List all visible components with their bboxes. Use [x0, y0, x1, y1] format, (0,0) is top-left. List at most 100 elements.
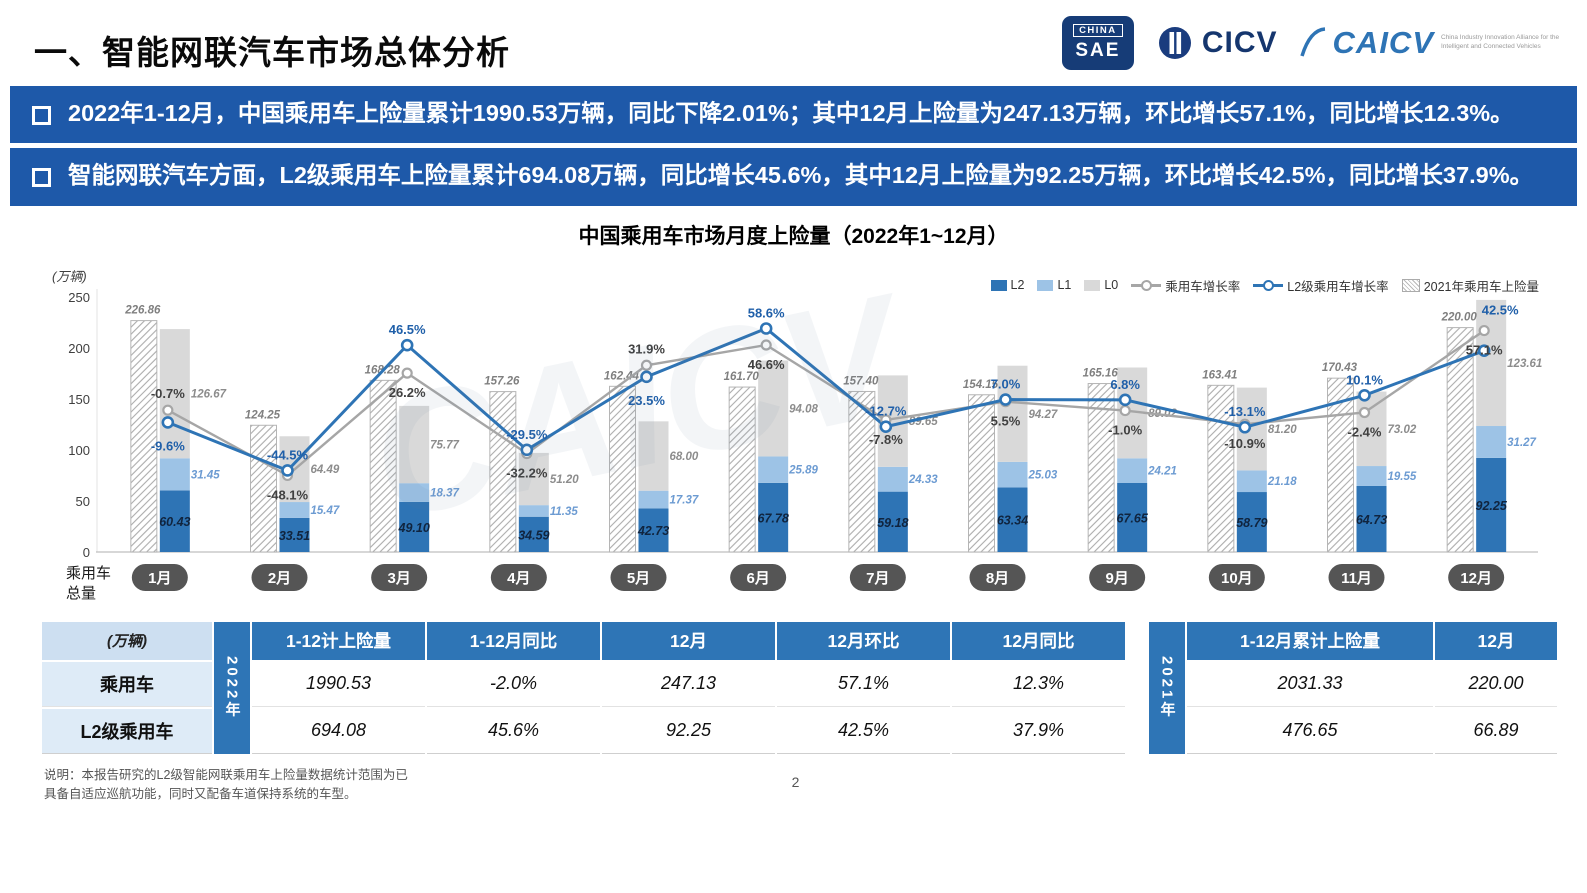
svg-text:4月: 4月 [507, 570, 530, 587]
china-sae-logo: CHINA SAE [1061, 16, 1134, 70]
chart-legend: L2 L1 L0 乘用车增长率 L2级乘用车增长率 2021年乘用车上险量 [990, 276, 1539, 295]
svg-text:6.8%: 6.8% [1110, 377, 1140, 392]
table-2021-year-strip: 2021年 [1149, 621, 1185, 754]
svg-text:226.86: 226.86 [124, 304, 161, 316]
marker-l2-growth [281, 463, 294, 477]
table-2022-cell: 247.13 [602, 661, 775, 707]
svg-text:19.55: 19.55 [1388, 471, 1417, 483]
table-2022-cell: 37.9% [952, 708, 1125, 754]
svg-text:0: 0 [83, 545, 90, 560]
svg-text:220.00: 220.00 [1441, 311, 1478, 323]
bar-l2 [159, 490, 190, 552]
svg-text:67.78: 67.78 [758, 511, 789, 525]
legend-label: 2021年乘用车上险量 [1423, 279, 1539, 294]
svg-text:162.44: 162.44 [604, 370, 640, 382]
caicv-logo: CAICV China Industry Innovation Alliance… [1299, 25, 1561, 61]
table-2021-cell: 66.89 [1435, 708, 1557, 754]
svg-text:64.73: 64.73 [1356, 513, 1387, 527]
footnote: 说明：本报告研究的L2级智能网联乘用车上险量数据统计范围为已 具备自适应巡航功能… [44, 767, 408, 802]
legend-bar-swatch [990, 279, 1007, 291]
bar-2021 [968, 393, 995, 553]
svg-text:124.25: 124.25 [245, 409, 281, 421]
bar-2021 [1327, 377, 1354, 553]
svg-text:157.40: 157.40 [843, 375, 879, 387]
summary-tables: (万辆) 2022年 1-12计上险量 1-12月同比 12月 12月环比 12… [42, 621, 1557, 754]
key-findings: 2022年1-12月，中国乘用车上险量累计1990.53万辆，同比下降2.01%… [10, 86, 1577, 206]
bar-l1 [399, 482, 430, 502]
bar-l0 [518, 452, 549, 505]
marker-passenger-growth [401, 367, 413, 379]
header: 一、智能网联汽车市场总体分析 CHINA SAE CICV CAICV Chin [0, 0, 1587, 78]
bar-2021 [489, 390, 517, 553]
svg-text:25.89: 25.89 [788, 464, 818, 476]
bar-l2 [399, 501, 430, 552]
legend-item: L2 [990, 278, 1024, 292]
svg-text:-12.7%: -12.7% [865, 403, 907, 418]
bar-l0 [159, 328, 190, 459]
table-2022-cell: 12.3% [952, 661, 1125, 707]
bar-2021 [848, 390, 876, 553]
svg-text:8月: 8月 [986, 570, 1009, 587]
monthly-chart: 中国乘用车市场月度上险量（2022年1~12月） CAICV L2L1L0乘用车… [40, 220, 1547, 604]
svg-text:250: 250 [68, 290, 90, 305]
svg-text:7月: 7月 [866, 570, 889, 587]
marker-l2-growth [1358, 388, 1371, 402]
svg-text:63.34: 63.34 [997, 513, 1028, 527]
table-2022-col-header: 12月 [602, 621, 775, 660]
svg-text:46.6%: 46.6% [748, 357, 785, 372]
bar-l1 [159, 458, 190, 491]
bar-l0 [997, 365, 1028, 462]
svg-text:123.61: 123.61 [1507, 358, 1542, 370]
svg-text:57.1%: 57.1% [1466, 342, 1503, 357]
svg-text:94.27: 94.27 [1029, 409, 1058, 421]
china-sae-logo-bottom-text: SAE [1075, 40, 1121, 61]
logo-group: CHINA SAE CICV CAICV China Industry Inno… [1061, 16, 1561, 70]
month-pill: 2月 [251, 563, 308, 591]
legend-label: L1 [1057, 278, 1072, 293]
table-2022-col-header: 1-12月同比 [427, 621, 600, 660]
bullet-passenger-market: 2022年1-12月，中国乘用车上险量累计1990.53万辆，同比下降2.01%… [10, 86, 1577, 144]
svg-text:75.77: 75.77 [430, 439, 459, 451]
svg-text:42.5%: 42.5% [1482, 302, 1519, 317]
bar-l1 [518, 504, 549, 517]
svg-text:7.0%: 7.0% [991, 376, 1021, 391]
svg-text:42.73: 42.73 [637, 524, 669, 538]
svg-text:100: 100 [68, 443, 90, 458]
marker-passenger-growth [640, 359, 653, 371]
bullet-l2-market-text: 智能网联汽车方面，L2级乘用车上险量累计694.08万辆，同比增长45.6%，其… [68, 162, 1534, 189]
svg-text:-32.2%: -32.2% [506, 465, 548, 480]
svg-text:31.27: 31.27 [1507, 437, 1536, 449]
table-2022-cell: 92.25 [602, 708, 775, 754]
svg-text:6月: 6月 [746, 570, 769, 587]
marker-passenger-growth [760, 339, 772, 351]
table-2022-year-strip: 2022年 [214, 621, 250, 754]
svg-text:33.51: 33.51 [279, 529, 310, 543]
svg-text:17.37: 17.37 [670, 494, 699, 506]
svg-text:170.43: 170.43 [1322, 362, 1358, 374]
svg-text:24.33: 24.33 [908, 474, 938, 486]
bar-l1 [758, 456, 789, 483]
legend-line-swatch [1131, 280, 1162, 292]
bullet-passenger-market-text: 2022年1-12月，中国乘用车上险量累计1990.53万辆，同比下降2.01%… [68, 100, 1514, 126]
bar-l2 [518, 516, 549, 552]
month-pill: 3月 [371, 563, 428, 591]
svg-text:11.35: 11.35 [550, 506, 579, 518]
bar-l0 [758, 360, 789, 457]
svg-text:1月: 1月 [148, 570, 171, 587]
line-passenger-growth [167, 329, 1485, 477]
marker-passenger-growth [1478, 324, 1490, 336]
svg-text:5.5%: 5.5% [991, 413, 1021, 428]
caicv-logo-tagline: China Industry Innovation Alliance for t… [1441, 34, 1560, 50]
month-pill: 10月 [1208, 563, 1265, 591]
svg-text:154.15: 154.15 [963, 378, 999, 390]
svg-text:-13.1%: -13.1% [1224, 404, 1266, 419]
legend-item: L0 [1084, 278, 1118, 292]
marker-l2-growth [759, 321, 773, 335]
svg-text:163.41: 163.41 [1202, 369, 1237, 381]
table-2022-col-header: 12月环比 [777, 621, 950, 660]
legend-bar-swatch [1084, 279, 1101, 291]
bar-l1 [638, 490, 669, 509]
bar-2021 [369, 379, 397, 553]
